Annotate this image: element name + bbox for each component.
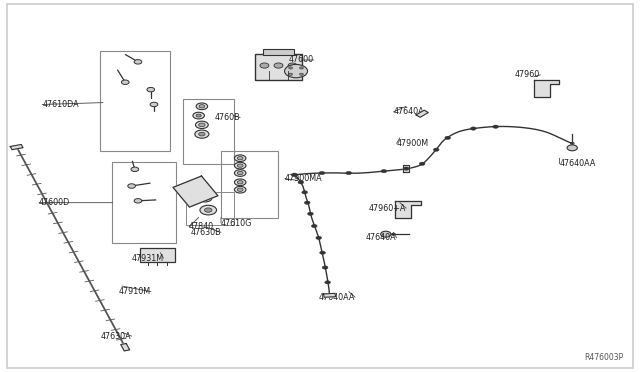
Circle shape: [234, 162, 246, 169]
Text: 47600D: 47600D: [39, 198, 70, 207]
Circle shape: [237, 164, 243, 167]
Circle shape: [445, 136, 451, 140]
Circle shape: [195, 130, 209, 138]
Circle shape: [433, 148, 439, 151]
Circle shape: [234, 170, 246, 176]
Polygon shape: [121, 343, 130, 351]
Circle shape: [308, 212, 314, 215]
Polygon shape: [173, 176, 218, 207]
Circle shape: [234, 179, 246, 186]
Circle shape: [205, 208, 212, 212]
Text: 47960: 47960: [515, 70, 540, 79]
Circle shape: [285, 64, 308, 78]
Circle shape: [291, 173, 298, 177]
Circle shape: [199, 105, 205, 108]
Circle shape: [193, 112, 204, 119]
Circle shape: [134, 60, 142, 64]
Text: 47630B: 47630B: [190, 228, 221, 237]
Text: 47610G: 47610G: [221, 219, 252, 228]
Text: 47840: 47840: [189, 222, 214, 231]
Circle shape: [570, 142, 574, 144]
Circle shape: [150, 102, 158, 107]
Circle shape: [319, 171, 324, 175]
Text: 47600: 47600: [289, 55, 314, 64]
Circle shape: [288, 63, 297, 68]
Text: 47640A: 47640A: [366, 233, 397, 243]
Circle shape: [147, 87, 155, 92]
Text: 47931M: 47931M: [131, 254, 164, 263]
Polygon shape: [324, 294, 335, 297]
Text: 47640AA: 47640AA: [559, 159, 596, 168]
Text: 47630A: 47630A: [101, 331, 132, 341]
Text: 47960+A: 47960+A: [369, 204, 406, 213]
Polygon shape: [403, 165, 409, 172]
Polygon shape: [10, 144, 23, 150]
Text: 4760B: 4760B: [214, 113, 240, 122]
Circle shape: [300, 67, 303, 69]
Circle shape: [122, 80, 129, 84]
Text: R476003P: R476003P: [584, 353, 623, 362]
Circle shape: [198, 194, 212, 202]
Circle shape: [392, 233, 396, 235]
Circle shape: [302, 190, 308, 194]
Circle shape: [419, 162, 425, 166]
Circle shape: [237, 181, 243, 184]
Circle shape: [237, 188, 243, 191]
Bar: [140, 247, 175, 262]
Circle shape: [196, 114, 201, 117]
Circle shape: [134, 199, 142, 203]
Circle shape: [198, 123, 205, 127]
Bar: [262, 48, 294, 55]
Circle shape: [381, 170, 387, 173]
Circle shape: [470, 127, 476, 130]
Circle shape: [320, 251, 325, 254]
Circle shape: [298, 181, 304, 184]
Circle shape: [260, 63, 269, 68]
Circle shape: [131, 167, 139, 171]
Bar: [186, 192, 234, 225]
Circle shape: [493, 125, 499, 128]
Circle shape: [305, 201, 310, 204]
Polygon shape: [534, 80, 559, 97]
Bar: [182, 99, 234, 164]
Circle shape: [289, 73, 292, 76]
Text: 47610DA: 47610DA: [42, 100, 79, 109]
Polygon shape: [416, 110, 428, 117]
Circle shape: [237, 157, 243, 160]
Circle shape: [200, 205, 216, 215]
Circle shape: [196, 103, 207, 110]
Circle shape: [274, 63, 283, 68]
Circle shape: [195, 121, 208, 129]
Circle shape: [234, 186, 246, 193]
Circle shape: [237, 171, 243, 175]
Circle shape: [346, 171, 351, 175]
Text: 47640AA: 47640AA: [319, 293, 355, 302]
Circle shape: [381, 231, 391, 237]
Circle shape: [300, 73, 303, 76]
Circle shape: [234, 155, 246, 161]
Polygon shape: [396, 201, 421, 218]
Text: 47900MA: 47900MA: [285, 174, 323, 183]
Circle shape: [289, 67, 292, 69]
Text: 47910M: 47910M: [118, 287, 151, 296]
Circle shape: [322, 266, 328, 269]
Bar: [255, 54, 303, 80]
Circle shape: [202, 196, 208, 200]
Circle shape: [198, 132, 205, 136]
Circle shape: [316, 236, 321, 240]
Circle shape: [312, 224, 317, 228]
Bar: [221, 151, 278, 218]
Circle shape: [403, 167, 409, 170]
Circle shape: [567, 145, 577, 151]
Circle shape: [128, 184, 136, 188]
Text: 47640A: 47640A: [394, 108, 424, 116]
Circle shape: [324, 281, 330, 284]
Text: 47900M: 47900M: [397, 139, 429, 148]
Bar: [100, 51, 170, 151]
Bar: [113, 162, 176, 243]
